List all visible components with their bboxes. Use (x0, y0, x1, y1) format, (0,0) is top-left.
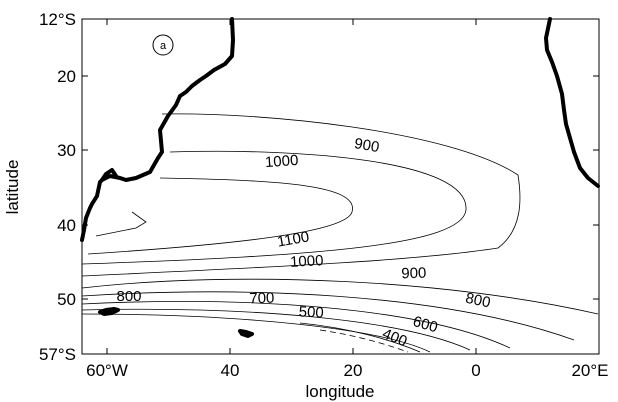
contour-label-900-lower: 900 (401, 265, 427, 283)
x-tick-label: 60°W (86, 361, 128, 380)
plot-frame (81, 18, 600, 355)
panel-label: a (160, 40, 167, 52)
contour-labels: 900 1000 1100 1000 900 800 700 800 500 6… (116, 135, 491, 350)
axis-ticks (82, 18, 600, 355)
south-america-peninsula (100, 168, 118, 182)
x-axis-label: longitude (305, 382, 374, 401)
y-tick-label: 12°S (39, 10, 76, 29)
x-tick-label: 40 (221, 361, 240, 380)
contour-lines (81, 113, 599, 353)
contour-inner-small (95, 211, 147, 237)
contour-1100 (87, 177, 353, 255)
contour-1000 (81, 150, 467, 265)
y-tick-label: 30 (57, 141, 76, 160)
contour-label-1000-upper: 1000 (264, 152, 298, 171)
island-central (238, 329, 254, 338)
panel-label-circle (152, 34, 174, 56)
contour-label-1000-lower: 1000 (290, 252, 324, 271)
y-tick-label: 20 (57, 67, 76, 86)
x-tick-label: 20°E (571, 361, 608, 380)
y-axis-label: latitude (3, 160, 22, 215)
contour-label-700: 700 (249, 290, 275, 308)
y-tick-label: 50 (57, 290, 76, 309)
contour-label-500: 500 (298, 303, 324, 321)
contour-800-upper (81, 278, 599, 315)
contour-900-outer (81, 113, 521, 277)
contour-deep-1 (299, 322, 421, 353)
africa-coastline (544, 17, 600, 188)
contour-400 (81, 313, 431, 353)
contour-600 (81, 301, 511, 349)
y-tick-labels: 12°S 20 30 40 50 57°S (39, 10, 76, 364)
contour-label-800-left: 800 (116, 288, 141, 305)
y-tick-label: 40 (57, 216, 76, 235)
y-tick-label: 57°S (39, 345, 76, 364)
x-tick-label: 0 (471, 361, 480, 380)
contour-700 (81, 291, 575, 341)
x-tick-label: 20 (344, 361, 363, 380)
contour-deep-2 (319, 329, 409, 353)
contour-label-800-right: 800 (464, 290, 492, 312)
contour-500 (81, 308, 471, 351)
x-tick-labels: 60°W 40 20 0 20°E (86, 361, 608, 380)
contour-label-600: 600 (411, 313, 440, 336)
contour-label-900-upper: 900 (353, 135, 381, 156)
contour-label-1100: 1100 (276, 228, 311, 250)
south-america-coastline (80, 17, 235, 242)
